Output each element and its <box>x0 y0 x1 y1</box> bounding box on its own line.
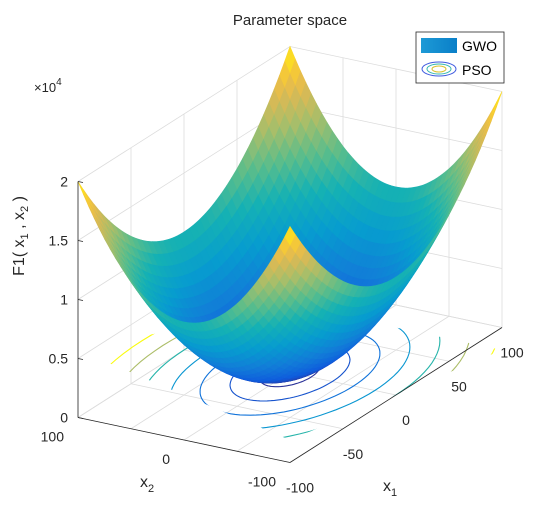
legend-swatch-gwo <box>421 38 457 53</box>
surface-plot <box>77 45 503 384</box>
z-tick-label-2: 1 <box>60 292 68 308</box>
surface-patch-1599 <box>284 225 296 246</box>
z-tick-mark-2 <box>77 299 84 301</box>
z-tick-label-3: 1.5 <box>49 233 69 249</box>
surface-patch-819 <box>491 91 503 117</box>
z-tick-label-1: 0.5 <box>49 351 69 367</box>
z-multiplier: ×104 <box>34 77 62 95</box>
x2-tick-label-0: -100 <box>248 474 276 490</box>
z-tick-mark-0 <box>77 417 84 419</box>
z-tick-label-4: 2 <box>60 174 68 190</box>
x1-axis-line <box>289 327 503 463</box>
z-tick-mark-4 <box>77 181 84 183</box>
x2-axis-line <box>77 417 291 463</box>
legend-label-gwo: GWO <box>462 38 497 54</box>
z-tick-mark-3 <box>77 240 84 242</box>
x2-axis-label: x2 <box>140 474 154 495</box>
legend-swatch-pso <box>421 61 457 77</box>
x1-tick-label-4: 100 <box>500 345 524 361</box>
contour-level-6 <box>79 305 501 440</box>
x1-tick-label-0: -100 <box>286 480 314 496</box>
x2-tick-label-2: 100 <box>41 429 65 445</box>
z-axis-label: F1( x1 , x2 ) <box>11 196 31 276</box>
surface-patch-780 <box>77 181 89 203</box>
x1-tick-label-3: 50 <box>451 378 467 394</box>
x1-tick-label-2: 0 <box>402 412 410 428</box>
x2-tick-label-1: 0 <box>162 451 170 467</box>
z-tick-label-0: 0 <box>60 410 68 426</box>
chart-title: Parameter space <box>233 12 347 29</box>
x1-tick-label-1: -50 <box>343 446 363 462</box>
z-tick-mark-1 <box>77 358 84 360</box>
legend-label-pso: PSO <box>462 62 492 78</box>
legend: GWO PSO <box>415 31 505 84</box>
tick-labels: 0 0.5 1 1.5 2 -100 0 100 -100 -50 0 50 100 <box>41 174 524 496</box>
x1-axis-label: x1 <box>383 478 397 499</box>
